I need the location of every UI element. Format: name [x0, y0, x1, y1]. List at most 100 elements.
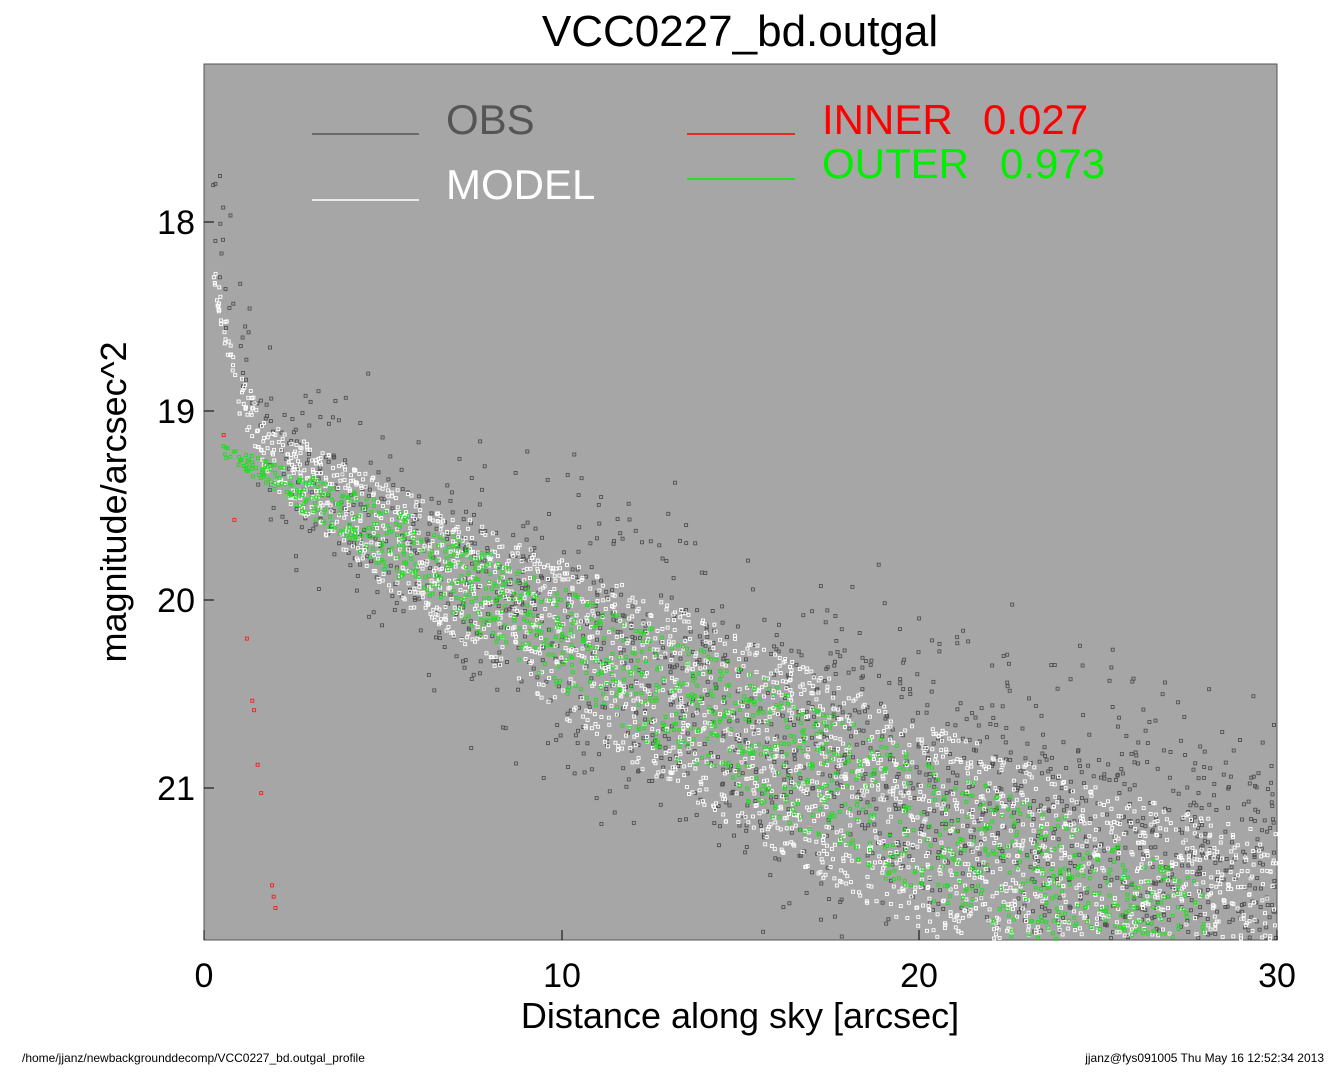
obs-point [415, 550, 419, 555]
model-point [389, 517, 394, 522]
model-point [668, 634, 673, 639]
obs-point [1148, 845, 1153, 850]
model-point [1248, 827, 1253, 831]
model-point [314, 471, 319, 475]
model-point [723, 797, 728, 802]
model-point [854, 730, 858, 735]
model-point [271, 432, 276, 436]
obs-point [663, 655, 668, 660]
model-point [1097, 801, 1102, 806]
obs-point [367, 614, 372, 619]
model-point [601, 598, 606, 603]
outer-point [748, 672, 753, 677]
model-point [1050, 862, 1055, 867]
obs-point [532, 545, 537, 550]
model-point [335, 519, 340, 524]
obs-point [936, 850, 941, 855]
obs-point [211, 183, 216, 188]
model-point [550, 569, 555, 574]
model-point [595, 599, 600, 604]
obs-point [1068, 905, 1073, 910]
model-point [968, 907, 973, 912]
model-point [495, 554, 500, 559]
model-point [816, 723, 820, 728]
model-point [659, 666, 663, 671]
obs-point [496, 604, 501, 609]
model-point [995, 915, 999, 920]
model-point [1202, 911, 1207, 916]
model-point [979, 817, 984, 821]
model-point [769, 764, 774, 769]
outer-point [816, 832, 821, 837]
model-point [354, 496, 359, 501]
model-point [1088, 790, 1093, 795]
model-point [836, 686, 841, 690]
model-point [764, 748, 769, 753]
model-point [1156, 933, 1161, 938]
obs-point [468, 619, 473, 624]
outer-point [717, 677, 722, 682]
model-point [341, 547, 346, 552]
outer-point [436, 574, 441, 579]
model-point [305, 447, 310, 452]
outer-point [1040, 919, 1044, 923]
outer-point [695, 703, 700, 708]
model-point [915, 905, 920, 910]
obs-point [1001, 858, 1006, 863]
obs-point [1117, 791, 1122, 795]
obs-point [332, 552, 337, 557]
model-point [703, 639, 708, 644]
model-point [1168, 821, 1173, 826]
model-point [359, 541, 364, 546]
obs-point [860, 687, 865, 692]
obs-point [1226, 805, 1231, 810]
obs-point [1258, 905, 1263, 910]
obs-point [1144, 913, 1149, 918]
obs-point [822, 678, 827, 683]
model-point [751, 731, 756, 736]
obs-point [280, 514, 285, 519]
obs-point [263, 416, 268, 421]
obs-point [828, 651, 833, 656]
model-point [876, 783, 881, 787]
model-point [978, 759, 983, 764]
obs-point [774, 633, 779, 638]
obs-point [936, 901, 941, 906]
model-point [1230, 860, 1234, 865]
model-point [529, 671, 533, 676]
model-point [1100, 904, 1104, 909]
model-point [686, 619, 691, 624]
obs-point [832, 914, 837, 919]
model-point [490, 531, 495, 536]
model-point [451, 558, 456, 563]
model-point [970, 814, 975, 819]
outer-point [790, 807, 795, 812]
model-point [1116, 814, 1121, 818]
obs-point [890, 727, 895, 732]
model-point [1003, 804, 1008, 809]
model-point [286, 459, 291, 464]
obs-point [1005, 684, 1010, 689]
outer-point [614, 679, 619, 684]
model-point [753, 652, 758, 657]
model-point [228, 343, 233, 348]
model-point [894, 850, 899, 855]
obs-point [544, 679, 549, 684]
model-point [236, 399, 241, 404]
obs-point [1186, 863, 1191, 868]
model-point [553, 578, 558, 583]
outer-point [787, 742, 791, 746]
model-point [679, 700, 684, 705]
obs-point [786, 768, 791, 773]
outer-point [991, 849, 995, 853]
outer-point [882, 846, 887, 850]
model-point [444, 617, 449, 622]
model-point [343, 506, 348, 511]
outer-point [924, 838, 929, 843]
model-point [853, 697, 858, 702]
obs-point [1196, 791, 1201, 795]
model-point [1235, 843, 1240, 848]
model-point [916, 923, 921, 928]
model-point [777, 655, 782, 660]
outer-point [466, 571, 471, 576]
